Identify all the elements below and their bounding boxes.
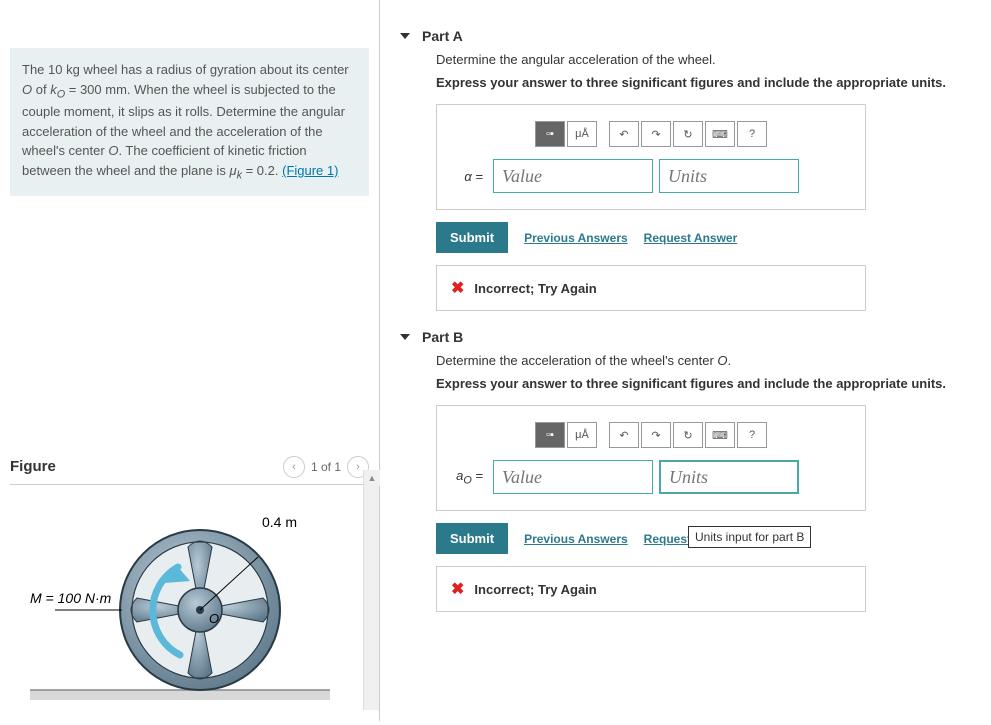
svg-text:M = 100 N·m: M = 100 N·m bbox=[30, 590, 112, 606]
part-a-answer-box: ▫▪ μÅ ↶ ↷ ↻ ⌨ ? α = bbox=[436, 104, 866, 210]
part-a-request-answer-link[interactable]: Request Answer bbox=[644, 231, 738, 245]
part-a-submit-button[interactable]: Submit bbox=[436, 222, 508, 253]
part-b-previous-answers-link[interactable]: Previous Answers bbox=[524, 532, 628, 546]
reset-icon[interactable]: ↻ bbox=[673, 121, 703, 147]
figure-diagram: O 0.4 m M = 100 N·m bbox=[10, 495, 369, 725]
units-symbol-button[interactable]: μÅ bbox=[567, 121, 597, 147]
part-a-question: Determine the angular acceleration of th… bbox=[436, 52, 971, 67]
svg-text:O: O bbox=[209, 611, 219, 626]
part-a-value-input[interactable] bbox=[493, 159, 653, 193]
figure-prev-button[interactable]: ‹ bbox=[283, 456, 305, 478]
part-a-var-label: α = bbox=[453, 169, 483, 184]
part-a-title: Part A bbox=[422, 28, 463, 44]
part-b-answer-box: ▫▪ μÅ ↶ ↷ ↻ ⌨ ? aO = bbox=[436, 405, 866, 511]
figure-link[interactable]: (Figure 1) bbox=[282, 163, 338, 178]
part-b-title: Part B bbox=[422, 329, 463, 345]
template-icon[interactable]: ▫▪ bbox=[535, 422, 565, 448]
figure-title: Figure bbox=[10, 458, 56, 475]
redo-icon[interactable]: ↷ bbox=[641, 121, 671, 147]
reset-icon[interactable]: ↻ bbox=[673, 422, 703, 448]
left-scrollbar[interactable]: ▲ bbox=[363, 470, 379, 710]
part-b-question: Determine the acceleration of the wheel'… bbox=[436, 353, 971, 368]
part-a-previous-answers-link[interactable]: Previous Answers bbox=[524, 231, 628, 245]
part-b-units-tooltip: Units input for part B bbox=[688, 526, 811, 548]
undo-icon[interactable]: ↶ bbox=[609, 422, 639, 448]
figure-counter: 1 of 1 bbox=[311, 460, 341, 474]
units-symbol-button[interactable]: μÅ bbox=[567, 422, 597, 448]
caret-down-icon bbox=[400, 334, 410, 340]
incorrect-icon: ✖ bbox=[451, 278, 464, 298]
svg-text:0.4 m: 0.4 m bbox=[262, 514, 297, 530]
part-a-instruction: Express your answer to three significant… bbox=[436, 75, 971, 90]
part-b-instruction: Express your answer to three significant… bbox=[436, 376, 971, 391]
part-a-units-input[interactable] bbox=[659, 159, 799, 193]
caret-down-icon bbox=[400, 33, 410, 39]
incorrect-icon: ✖ bbox=[451, 579, 464, 599]
part-b-feedback: ✖ Incorrect; Try Again bbox=[436, 566, 866, 612]
part-b-value-input[interactable] bbox=[493, 460, 653, 494]
part-b-submit-button[interactable]: Submit bbox=[436, 523, 508, 554]
part-b-var-label: aO = bbox=[453, 468, 483, 487]
part-a-feedback: ✖ Incorrect; Try Again bbox=[436, 265, 866, 311]
redo-icon[interactable]: ↷ bbox=[641, 422, 671, 448]
part-b-units-input[interactable] bbox=[659, 460, 799, 494]
help-icon[interactable]: ? bbox=[737, 422, 767, 448]
keyboard-icon[interactable]: ⌨ bbox=[705, 422, 735, 448]
part-a-header[interactable]: Part A bbox=[400, 20, 971, 52]
part-b-header[interactable]: Part B bbox=[400, 321, 971, 353]
help-icon[interactable]: ? bbox=[737, 121, 767, 147]
undo-icon[interactable]: ↶ bbox=[609, 121, 639, 147]
template-icon[interactable]: ▫▪ bbox=[535, 121, 565, 147]
keyboard-icon[interactable]: ⌨ bbox=[705, 121, 735, 147]
problem-statement: The 10 kg wheel has a radius of gyration… bbox=[10, 48, 369, 196]
